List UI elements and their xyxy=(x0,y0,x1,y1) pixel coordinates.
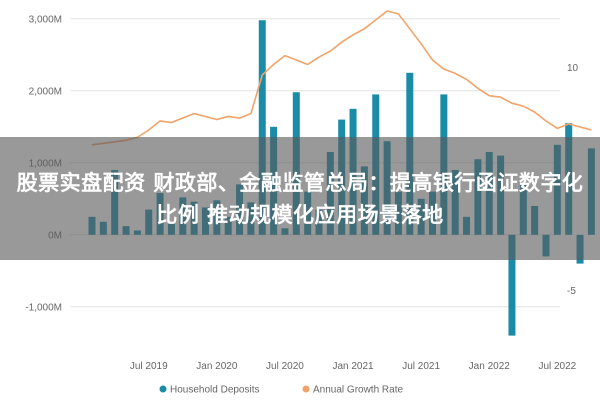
legend: Household Deposits Annual Growth Rate xyxy=(159,385,403,396)
x-tick-label: Jul 2022 xyxy=(538,361,576,372)
x-axis: Jul 2019 Jan 2020 Jul 2020 Jan 2021 Jul 2021… xyxy=(130,361,577,372)
legend-marker-household-deposits xyxy=(159,385,167,393)
headline-overlay: 股票实盘配资 财政部、金融监管总局：提高银行函证数字化比例 推动规模化应用场景落… xyxy=(0,137,600,260)
legend-label-household-deposits: Household Deposits xyxy=(170,385,260,396)
headline-title: 股票实盘配资 财政部、金融监管总局：提高银行函证数字化比例 推动规模化应用场景落… xyxy=(16,170,584,227)
left-tick-label: -1,000M xyxy=(25,302,62,313)
annual-growth-rate-line xyxy=(91,10,592,146)
right-tick-label: -5 xyxy=(567,286,576,297)
x-tick-label: Jan 2020 xyxy=(196,361,238,372)
x-tick-label: Jan 2022 xyxy=(469,361,511,372)
x-tick-label: Jul 2021 xyxy=(402,361,440,372)
x-tick-label: Jul 2019 xyxy=(130,361,168,372)
legend-label-annual-growth-rate: Annual Growth Rate xyxy=(313,385,403,396)
household-deposits-bar xyxy=(258,20,266,235)
left-tick-label: 2,000M xyxy=(29,86,62,97)
x-tick-label: Jan 2021 xyxy=(332,361,374,372)
legend-marker-annual-growth-rate xyxy=(302,385,310,393)
x-tick-label: Jul 2020 xyxy=(266,361,304,372)
left-tick-label: 3,000M xyxy=(29,14,62,25)
right-tick-label: 10 xyxy=(567,63,579,74)
household-deposits-bar xyxy=(508,234,516,336)
